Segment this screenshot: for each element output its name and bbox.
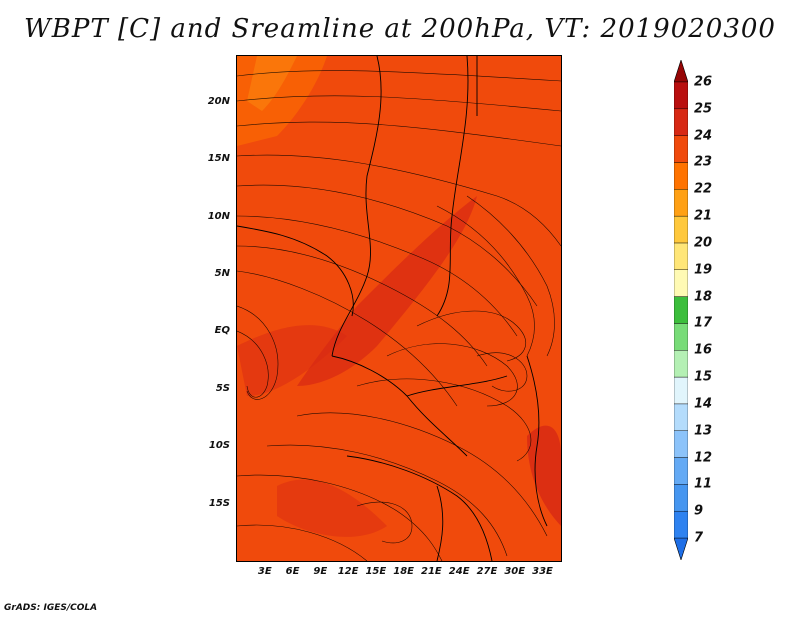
- wbpt-shading: [237, 56, 561, 537]
- lon-tick-label: 9E: [313, 566, 328, 577]
- colorbar-level-label: 23: [694, 154, 713, 170]
- colorbar-min-arrow: [674, 537, 688, 560]
- colorbar-level-label: 24: [694, 128, 713, 144]
- map-svg: [237, 56, 561, 561]
- chart-title: WBPT [C] and Sreamline at 200hPa, VT: 20…: [24, 14, 776, 44]
- border-line: [526, 355, 548, 527]
- streamline: [237, 70, 561, 82]
- lon-tick-label: 21E: [421, 566, 442, 577]
- colorbar-level-label: 15: [694, 369, 713, 385]
- streamline: [237, 95, 561, 112]
- streamline: [237, 154, 561, 247]
- colorbar-level-label: 20: [694, 235, 713, 251]
- streamline: [436, 205, 535, 357]
- colorbar-bin: [674, 484, 688, 512]
- colorbar-bin: [674, 403, 688, 431]
- colorbar-level-label: 7: [694, 530, 704, 546]
- colorbar-bin: [674, 269, 688, 297]
- lat-tick-label: 5S: [215, 382, 230, 394]
- lat-tick-label: EQ: [214, 325, 230, 337]
- lon-tick-label: 15E: [365, 566, 387, 577]
- colorbar-level-label: 26: [694, 74, 713, 90]
- lon-tick-label: 3E: [257, 566, 272, 577]
- streamline: [237, 215, 518, 337]
- colorbar-level-label: 17: [694, 315, 713, 331]
- colorbar-bin: [674, 323, 688, 351]
- colorbar-level-label: 11: [694, 476, 713, 492]
- streamline: [266, 444, 508, 557]
- colorbar-bin: [674, 510, 688, 539]
- colorbar-bin: [674, 296, 688, 324]
- lon-tick-label: 24E: [448, 566, 470, 577]
- wbpt-warm-patch: [237, 56, 327, 146]
- colorbar-bin: [674, 430, 688, 458]
- streamline: [237, 524, 368, 561]
- lon-tick-label: 6E: [285, 566, 300, 577]
- colorbar: [674, 60, 688, 560]
- wbpt-cool-west: [237, 325, 347, 396]
- border-line: [237, 225, 354, 317]
- colorbar-bin: [674, 189, 688, 217]
- lat-tick-label: 15S: [208, 497, 230, 509]
- streamline: [237, 474, 443, 561]
- colorbar-bin: [674, 108, 688, 136]
- border-line: [436, 56, 469, 317]
- border-line: [436, 485, 444, 561]
- lat-tick-label: 20N: [207, 95, 230, 107]
- lat-tick-label: 5N: [214, 268, 230, 280]
- map-panel: [236, 55, 562, 562]
- colorbar-level-label: 22: [694, 181, 713, 197]
- border-line: [406, 375, 508, 397]
- colorbar-level-label: 19: [694, 262, 713, 278]
- lat-tick-label: 15N: [207, 153, 230, 165]
- colorbar-level-label: 21: [694, 208, 713, 224]
- streamline: [237, 305, 279, 400]
- lat-tick-label: 10S: [208, 440, 230, 452]
- colorbar-level-label: 14: [694, 396, 713, 412]
- colorbar-bin: [674, 350, 688, 378]
- streamline: [466, 195, 555, 357]
- streamline: [237, 245, 488, 367]
- country-borders: [237, 56, 548, 561]
- colorbar-bin: [674, 81, 688, 110]
- colorbar-bin: [674, 215, 688, 244]
- colorbar-bin: [674, 457, 688, 485]
- colorbar-bin: [674, 162, 688, 190]
- colorbar-level-label: 25: [694, 101, 713, 117]
- lon-tick-label: 30E: [504, 566, 526, 577]
- colorbar-bin: [674, 242, 688, 270]
- colorbar-level-label: 18: [694, 289, 713, 305]
- border-line: [331, 56, 382, 357]
- wbpt-cool-east: [527, 425, 561, 526]
- streamline: [237, 121, 561, 147]
- colorbar-level-label: 13: [694, 423, 713, 439]
- lon-tick-label: 33E: [532, 566, 553, 577]
- colorbar-bin: [674, 135, 688, 163]
- colorbar-level-label: 12: [694, 450, 713, 466]
- colorbar-level-label: 16: [694, 342, 713, 358]
- streamline: [237, 270, 458, 407]
- lon-tick-label: 18E: [393, 566, 414, 577]
- credit-text: GrADS: IGES/COLA: [4, 603, 98, 613]
- colorbar-level-label: 9: [694, 503, 704, 519]
- colorbar-max-arrow: [674, 60, 688, 83]
- colorbar-bin: [674, 376, 688, 405]
- lon-tick-label: 27E: [476, 566, 498, 577]
- wbpt-warm-core: [247, 56, 297, 111]
- streamline: [356, 501, 413, 544]
- wbpt-cool-south: [277, 479, 387, 537]
- lat-tick-label: 10N: [207, 210, 230, 222]
- streamline: [416, 310, 526, 362]
- streamline: [237, 184, 538, 307]
- lon-tick-label: 12E: [337, 566, 359, 577]
- border-line: [346, 455, 493, 561]
- streamline: [386, 343, 518, 407]
